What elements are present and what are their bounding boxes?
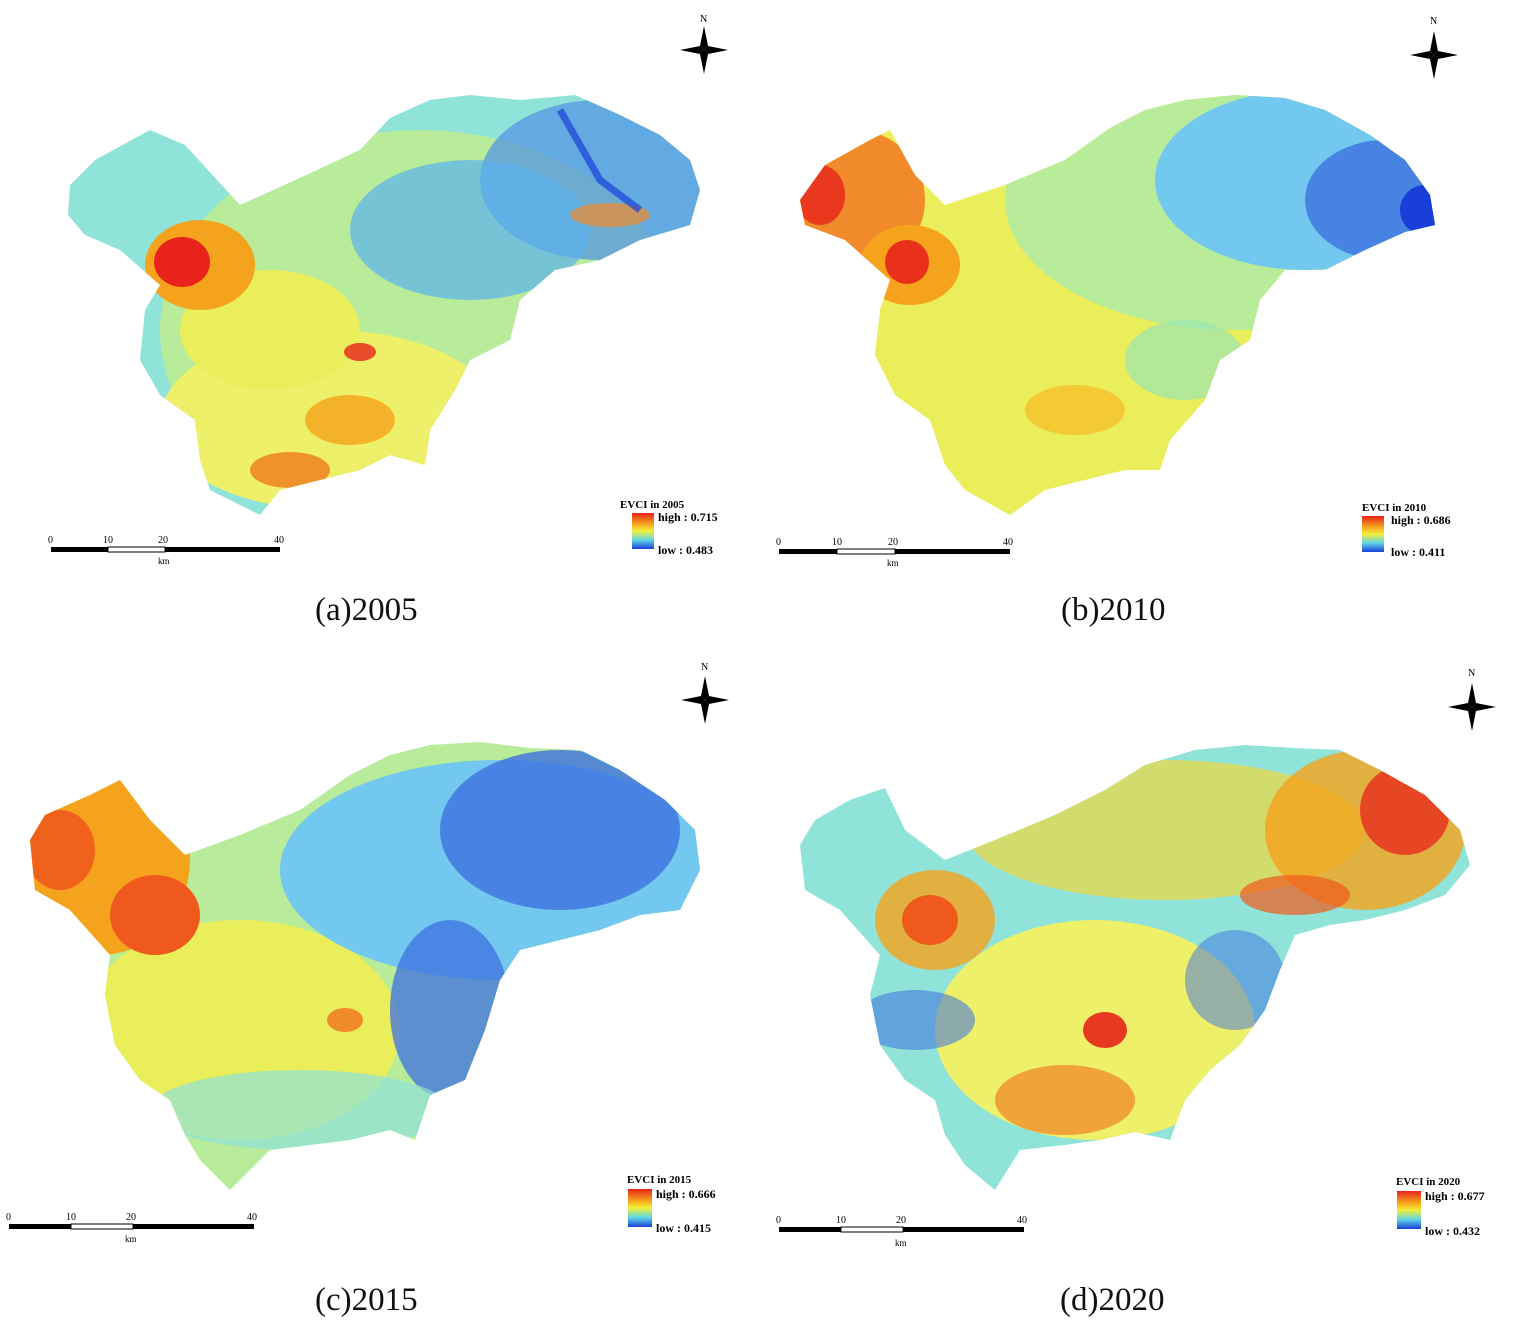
map-2020: N 0 10 20 40 km EVCI in 2020 high : 0.67… bbox=[776, 668, 1496, 1248]
legend: EVCI in 2015 high : 0.666 low : 0.415 bbox=[627, 1174, 716, 1235]
legend-title: EVCI in 2020 bbox=[1396, 1176, 1461, 1188]
legend-title: EVCI in 2015 bbox=[627, 1174, 692, 1186]
north-label: N bbox=[701, 662, 708, 673]
caption-2005: (a)2005 bbox=[315, 592, 418, 628]
north-arrow-icon bbox=[681, 676, 729, 724]
north-arrow-icon bbox=[1448, 683, 1496, 731]
north-arrow-icon bbox=[1410, 31, 1458, 79]
svg-text:km: km bbox=[887, 558, 899, 568]
map-2005: N 0 10 20 40 km EVCI in 2005 high : 0.71… bbox=[48, 14, 728, 566]
svg-text:0: 0 bbox=[48, 535, 53, 546]
svg-text:10: 10 bbox=[836, 1215, 846, 1226]
svg-text:10: 10 bbox=[832, 537, 842, 548]
scale-bar: 0 10 20 40 km bbox=[48, 535, 284, 566]
legend-low: low : 0.411 bbox=[1391, 545, 1445, 559]
svg-text:10: 10 bbox=[103, 535, 113, 546]
legend-title: EVCI in 2005 bbox=[620, 499, 685, 511]
svg-text:0: 0 bbox=[776, 1215, 781, 1226]
north-label: N bbox=[1468, 668, 1475, 679]
legend: EVCI in 2005 high : 0.715 low : 0.483 bbox=[620, 499, 718, 557]
legend: EVCI in 2010 high : 0.686 low : 0.411 bbox=[1362, 502, 1451, 559]
panel-2005: N 0 10 20 40 km EVCI in 2005 high : 0.71… bbox=[0, 0, 765, 650]
north-label: N bbox=[1430, 16, 1437, 27]
map-2015: N 0 10 20 40 km EVCI in 2015 high : 0.66… bbox=[6, 662, 729, 1244]
svg-text:20: 20 bbox=[896, 1215, 906, 1226]
caption-2020: (d)2020 bbox=[1060, 1282, 1165, 1318]
legend-title: EVCI in 2010 bbox=[1362, 502, 1427, 514]
caption-2010: (b)2010 bbox=[1061, 592, 1166, 628]
svg-text:40: 40 bbox=[1003, 537, 1013, 548]
svg-text:0: 0 bbox=[776, 537, 781, 548]
panel-2010: N 0 10 20 40 km EVCI in 2010 high : 0.68… bbox=[765, 0, 1535, 650]
svg-text:20: 20 bbox=[126, 1212, 136, 1223]
scale-bar: 0 10 20 40 km bbox=[776, 1215, 1027, 1248]
svg-text:0: 0 bbox=[6, 1212, 11, 1223]
svg-text:20: 20 bbox=[158, 535, 168, 546]
legend-high: high : 0.715 bbox=[658, 510, 718, 524]
legend-high: high : 0.686 bbox=[1391, 513, 1451, 527]
legend-high: high : 0.666 bbox=[656, 1187, 716, 1201]
caption-2015: (c)2015 bbox=[315, 1282, 418, 1318]
svg-text:40: 40 bbox=[1017, 1215, 1027, 1226]
legend: EVCI in 2020 high : 0.677 low : 0.432 bbox=[1396, 1176, 1485, 1238]
svg-text:km: km bbox=[125, 1234, 137, 1244]
map-2010: N 0 10 20 40 km EVCI in 2010 high : 0.68… bbox=[776, 16, 1458, 568]
svg-text:10: 10 bbox=[66, 1212, 76, 1223]
legend-low: low : 0.415 bbox=[656, 1221, 711, 1235]
svg-text:40: 40 bbox=[247, 1212, 257, 1223]
svg-text:km: km bbox=[158, 556, 170, 566]
svg-text:km: km bbox=[895, 1238, 907, 1248]
panel-2015: N 0 10 20 40 km EVCI in 2015 high : 0.66… bbox=[0, 650, 765, 1327]
svg-text:20: 20 bbox=[888, 537, 898, 548]
north-arrow-icon bbox=[680, 26, 728, 74]
svg-text:40: 40 bbox=[274, 535, 284, 546]
legend-high: high : 0.677 bbox=[1425, 1189, 1485, 1203]
north-label: N bbox=[700, 14, 707, 25]
legend-low: low : 0.483 bbox=[658, 543, 713, 557]
scale-bar: 0 10 20 40 km bbox=[776, 537, 1013, 568]
panel-2020: N 0 10 20 40 km EVCI in 2020 high : 0.67… bbox=[765, 650, 1535, 1327]
legend-low: low : 0.432 bbox=[1425, 1224, 1480, 1238]
scale-bar: 0 10 20 40 km bbox=[6, 1212, 257, 1244]
